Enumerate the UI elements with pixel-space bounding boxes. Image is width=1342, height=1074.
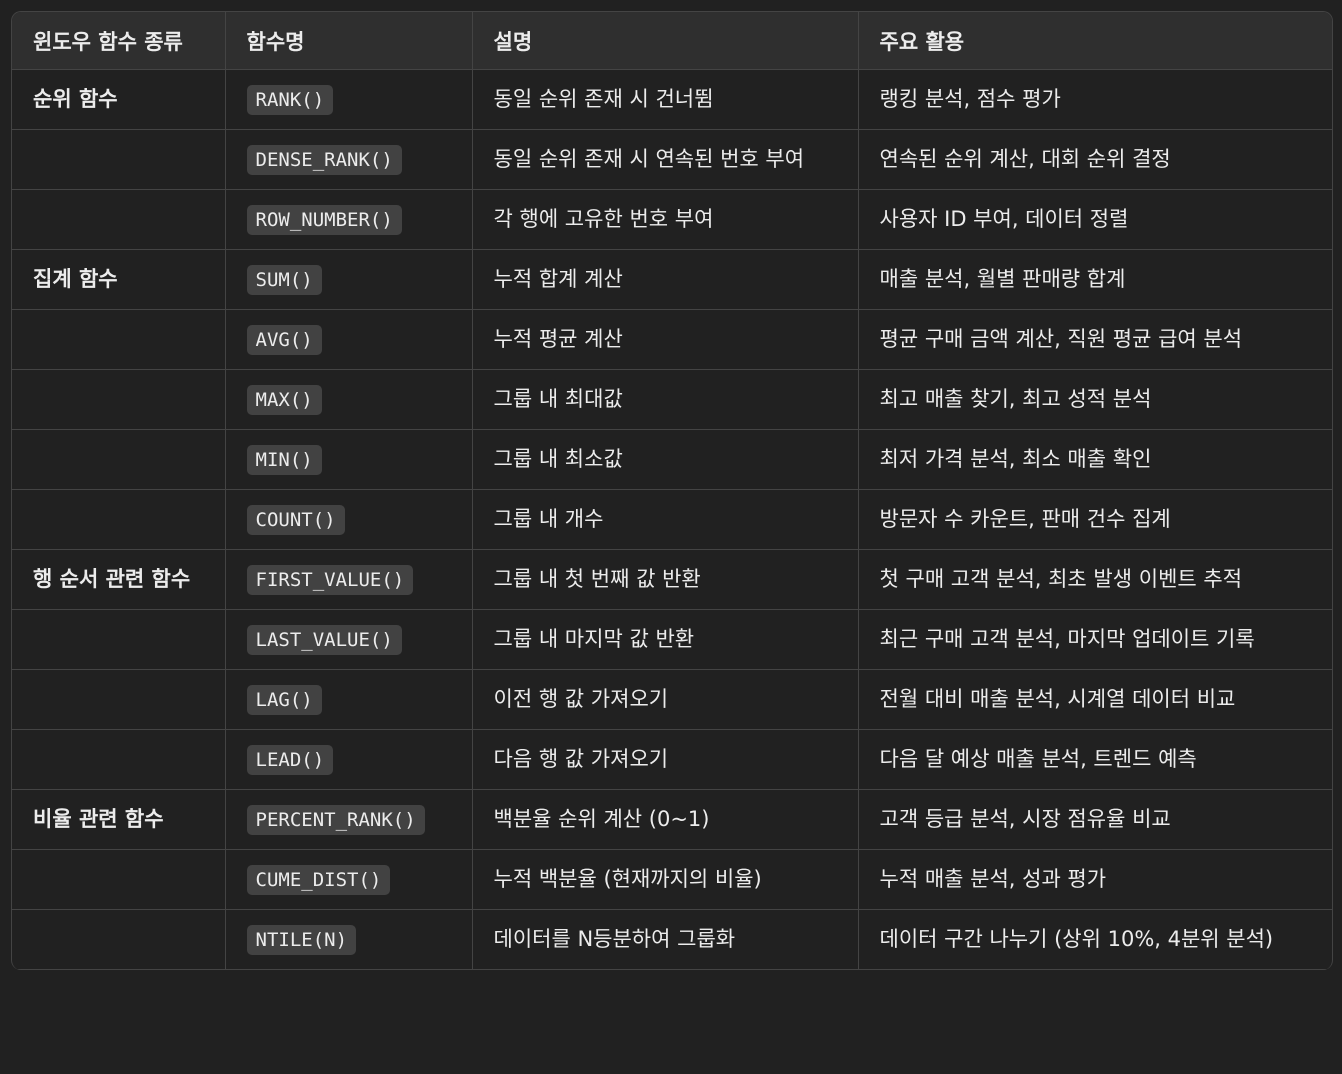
description-cell: 각 행에 고유한 번호 부여 [472,189,859,250]
description-cell: 이전 행 값 가져오기 [472,669,859,730]
function-cell: MAX() [225,369,473,430]
function-code: LEAD() [246,745,334,775]
description-cell: 그룹 내 개수 [472,489,859,550]
table-row: 비율 관련 함수 PERCENT_RANK() 백분율 순위 계산 (0~1) 고객 … [12,789,1332,850]
table-row: ROW_NUMBER() 각 행에 고유한 번호 부여 사용자 ID 부여, 데이터… [12,189,1332,250]
function-cell: LEAD() [225,729,473,790]
description-cell: 그룹 내 최대값 [472,369,859,430]
usage-cell: 매출 분석, 월별 판매량 합계 [858,249,1332,310]
function-cell: CUME_DIST() [225,849,473,910]
description-cell: 누적 평균 계산 [472,309,859,370]
table-row: AVG() 누적 평균 계산 평균 구매 금액 계산, 직원 평균 급여 분석 [12,309,1332,370]
table-row: 순위 함수 RANK() 동일 순위 존재 시 건너뜀 랭킹 분석, 점수 평가 [12,69,1332,130]
usage-cell: 사용자 ID 부여, 데이터 정렬 [858,189,1332,250]
table-row: COUNT() 그룹 내 개수 방문자 수 카운트, 판매 건수 집계 [12,489,1332,550]
function-code: LAG() [246,685,322,715]
table-row: 집계 함수 SUM() 누적 합계 계산 매출 분석, 월별 판매량 합계 [12,249,1332,310]
function-code: RANK() [246,85,334,115]
category-cell [12,189,226,250]
category-cell [12,729,226,790]
function-code: MAX() [246,385,322,415]
description-cell: 그룹 내 최소값 [472,429,859,490]
category-cell [12,669,226,730]
table-row: DENSE_RANK() 동일 순위 존재 시 연속된 번호 부여 연속된 순위 계… [12,129,1332,190]
category-cell [12,489,226,550]
description-cell: 동일 순위 존재 시 연속된 번호 부여 [472,129,859,190]
usage-cell: 고객 등급 분석, 시장 점유율 비교 [858,789,1332,850]
function-cell: DENSE_RANK() [225,129,473,190]
category-cell: 비율 관련 함수 [12,789,226,850]
function-code: AVG() [246,325,322,355]
description-cell: 그룹 내 첫 번째 값 반환 [472,549,859,610]
function-cell: PERCENT_RANK() [225,789,473,850]
usage-cell: 누적 매출 분석, 성과 평가 [858,849,1332,910]
usage-cell: 전월 대비 매출 분석, 시계열 데이터 비교 [858,669,1332,730]
function-cell: FIRST_VALUE() [225,549,473,610]
function-code: CUME_DIST() [246,865,391,895]
usage-cell: 최저 가격 분석, 최소 매출 확인 [858,429,1332,490]
table-row: LEAD() 다음 행 값 가져오기 다음 달 예상 매출 분석, 트렌드 예측 [12,729,1332,790]
category-cell [12,129,226,190]
function-code: DENSE_RANK() [246,145,402,175]
table-row: CUME_DIST() 누적 백분율 (현재까지의 비율) 누적 매출 분석, 성과… [12,849,1332,910]
function-code: MIN() [246,445,322,475]
table-row: MAX() 그룹 내 최대값 최고 매출 찾기, 최고 성적 분석 [12,369,1332,430]
table-row: MIN() 그룹 내 최소값 최저 가격 분석, 최소 매출 확인 [12,429,1332,490]
category-cell [12,849,226,910]
header-usage: 주요 활용 [858,12,1332,70]
function-cell: LAST_VALUE() [225,609,473,670]
function-code: LAST_VALUE() [246,625,402,655]
usage-cell: 다음 달 예상 매출 분석, 트렌드 예측 [858,729,1332,790]
function-code: NTILE(N) [246,925,357,955]
header-description: 설명 [472,12,859,70]
usage-cell: 데이터 구간 나누기 (상위 10%, 4분위 분석) [858,909,1332,970]
description-cell: 그룹 내 마지막 값 반환 [472,609,859,670]
function-cell: ROW_NUMBER() [225,189,473,250]
function-code: COUNT() [246,505,345,535]
header-function: 함수명 [225,12,473,70]
description-cell: 백분율 순위 계산 (0~1) [472,789,859,850]
function-code: ROW_NUMBER() [246,205,402,235]
function-cell: LAG() [225,669,473,730]
table-row: LAST_VALUE() 그룹 내 마지막 값 반환 최근 구매 고객 분석, 마지… [12,609,1332,670]
category-cell [12,429,226,490]
description-cell: 동일 순위 존재 시 건너뜀 [472,69,859,130]
usage-cell: 방문자 수 카운트, 판매 건수 집계 [858,489,1332,550]
function-cell: NTILE(N) [225,909,473,970]
description-cell: 누적 합계 계산 [472,249,859,310]
category-cell [12,909,226,970]
function-code: PERCENT_RANK() [246,805,425,835]
category-cell [12,369,226,430]
usage-cell: 최근 구매 고객 분석, 마지막 업데이트 기록 [858,609,1332,670]
table-header-row: 윈도우 함수 종류 함수명 설명 주요 활용 [12,12,1332,70]
function-cell: AVG() [225,309,473,370]
function-cell: SUM() [225,249,473,310]
table-row: NTILE(N) 데이터를 N등분하여 그룹화 데이터 구간 나누기 (상위 10%… [12,909,1332,970]
function-code: FIRST_VALUE() [246,565,414,595]
usage-cell: 평균 구매 금액 계산, 직원 평균 급여 분석 [858,309,1332,370]
function-cell: RANK() [225,69,473,130]
window-functions-table: 윈도우 함수 종류 함수명 설명 주요 활용 순위 함수 RANK() 동일 순위 … [11,11,1333,970]
table-row: LAG() 이전 행 값 가져오기 전월 대비 매출 분석, 시계열 데이터 비교 [12,669,1332,730]
description-cell: 데이터를 N등분하여 그룹화 [472,909,859,970]
category-cell: 집계 함수 [12,249,226,310]
category-cell: 행 순서 관련 함수 [12,549,226,610]
usage-cell: 랭킹 분석, 점수 평가 [858,69,1332,130]
category-cell [12,309,226,370]
function-cell: MIN() [225,429,473,490]
function-code: SUM() [246,265,322,295]
description-cell: 다음 행 값 가져오기 [472,729,859,790]
usage-cell: 첫 구매 고객 분석, 최초 발생 이벤트 추적 [858,549,1332,610]
function-cell: COUNT() [225,489,473,550]
description-cell: 누적 백분율 (현재까지의 비율) [472,849,859,910]
category-cell: 순위 함수 [12,69,226,130]
table-row: 행 순서 관련 함수 FIRST_VALUE() 그룹 내 첫 번째 값 반환 첫 구… [12,549,1332,610]
usage-cell: 최고 매출 찾기, 최고 성적 분석 [858,369,1332,430]
category-cell [12,609,226,670]
usage-cell: 연속된 순위 계산, 대회 순위 결정 [858,129,1332,190]
header-category: 윈도우 함수 종류 [12,12,226,70]
